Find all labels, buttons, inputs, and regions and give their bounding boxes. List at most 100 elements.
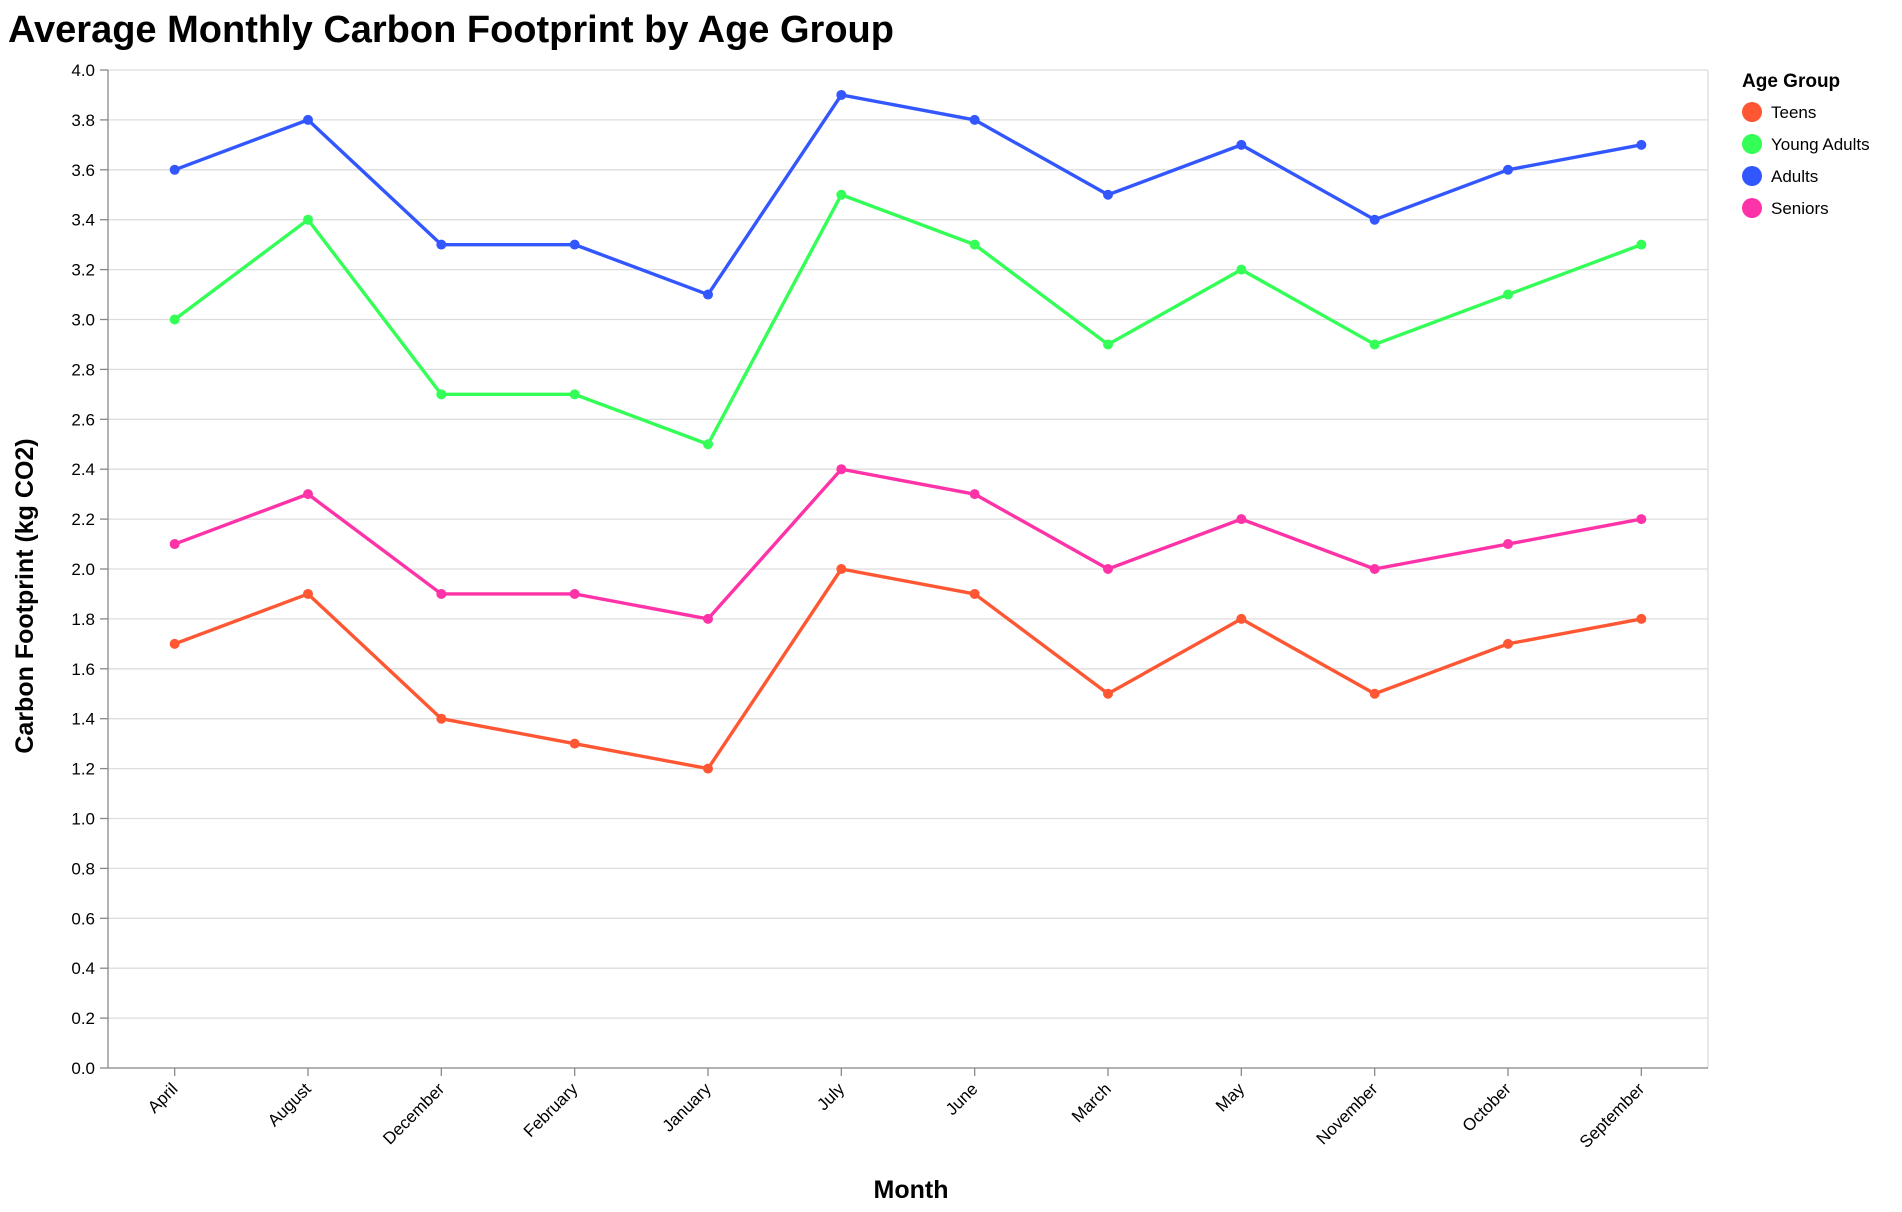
data-point bbox=[1369, 564, 1380, 574]
y-tick-label: 1.2 bbox=[71, 760, 95, 779]
data-point bbox=[569, 239, 580, 250]
data-point bbox=[1503, 289, 1513, 300]
data-point bbox=[1103, 688, 1113, 699]
data-point bbox=[569, 389, 580, 400]
data-point bbox=[1103, 564, 1113, 574]
data-point bbox=[303, 214, 313, 225]
data-point bbox=[1636, 613, 1647, 624]
data-point bbox=[1503, 539, 1513, 550]
x-tick-label: November bbox=[1313, 1079, 1382, 1148]
y-tick-label: 1.8 bbox=[71, 610, 95, 629]
data-point bbox=[569, 588, 580, 599]
data-point bbox=[969, 588, 980, 599]
data-point bbox=[1369, 339, 1380, 350]
x-tick-label: February bbox=[520, 1079, 582, 1141]
y-tick-label: 2.4 bbox=[71, 460, 95, 479]
y-tick-label: 2.0 bbox=[71, 560, 95, 579]
x-tick-label: October bbox=[1459, 1079, 1515, 1135]
data-point bbox=[703, 763, 713, 774]
y-tick-label: 1.0 bbox=[71, 810, 95, 829]
data-point bbox=[1103, 339, 1113, 350]
legend-label: Teens bbox=[1771, 103, 1816, 122]
x-tick-label: July bbox=[813, 1079, 848, 1114]
series-line-seniors bbox=[172, 467, 1644, 621]
data-point bbox=[969, 239, 980, 250]
data-point bbox=[303, 489, 313, 500]
x-tick-label: September bbox=[1576, 1079, 1648, 1151]
data-point bbox=[1369, 688, 1380, 699]
y-tick-label: 1.4 bbox=[71, 710, 95, 729]
chart-title: Average Monthly Carbon Footprint by Age … bbox=[8, 9, 894, 51]
data-point bbox=[969, 114, 980, 125]
data-point bbox=[436, 389, 447, 400]
x-tick-label: December bbox=[379, 1079, 448, 1148]
y-tick-label: 3.8 bbox=[71, 111, 95, 130]
y-tick-label: 3.2 bbox=[71, 261, 95, 280]
y-axis-title: Carbon Footprint (kg CO2) bbox=[11, 438, 39, 753]
data-point bbox=[969, 489, 980, 500]
data-point bbox=[1636, 239, 1647, 250]
x-tick-label: August bbox=[264, 1079, 315, 1130]
x-tick-label: January bbox=[659, 1079, 716, 1136]
data-point bbox=[1636, 514, 1647, 525]
x-axis-title: Month bbox=[874, 1176, 949, 1204]
y-tick-label: 0.6 bbox=[71, 909, 95, 928]
y-tick-label: 0.8 bbox=[71, 859, 95, 878]
series-line-teens bbox=[172, 567, 1644, 771]
data-point bbox=[836, 464, 847, 475]
series-lines bbox=[172, 93, 1644, 771]
data-point bbox=[1503, 164, 1513, 175]
data-point bbox=[1236, 613, 1247, 624]
y-tick-label: 1.6 bbox=[71, 660, 95, 679]
series-line-young-adults bbox=[172, 193, 1644, 446]
data-point bbox=[169, 314, 180, 325]
legend-swatch bbox=[1742, 198, 1762, 218]
data-point bbox=[1369, 214, 1380, 225]
y-tick-label: 0.2 bbox=[71, 1009, 95, 1028]
data-point bbox=[169, 164, 180, 175]
data-point bbox=[436, 239, 447, 250]
data-point bbox=[1636, 139, 1647, 150]
y-tick-label: 4.0 bbox=[71, 61, 95, 80]
data-point bbox=[169, 539, 180, 550]
data-point bbox=[303, 588, 313, 599]
data-point bbox=[303, 114, 313, 125]
legend-title: Age Group bbox=[1742, 71, 1840, 92]
data-point bbox=[436, 588, 447, 599]
data-point bbox=[569, 738, 580, 749]
data-point bbox=[436, 713, 447, 724]
y-tick-label: 2.6 bbox=[71, 410, 95, 429]
legend-label: Adults bbox=[1771, 167, 1818, 186]
data-point bbox=[1236, 514, 1247, 525]
data-point bbox=[703, 289, 713, 300]
data-point bbox=[1103, 189, 1113, 200]
data-point bbox=[1236, 139, 1247, 150]
x-tick-label: June bbox=[942, 1079, 982, 1119]
data-point bbox=[703, 613, 713, 624]
legend-swatch bbox=[1742, 134, 1762, 154]
legend: Age Group Teens Young Adults Adults Seniors bbox=[1742, 71, 1870, 218]
y-tick-label: 3.4 bbox=[71, 211, 95, 230]
x-tick-label: April bbox=[144, 1079, 181, 1116]
legend-label: Seniors bbox=[1771, 199, 1829, 218]
y-tick-label: 2.2 bbox=[71, 510, 95, 529]
y-tick-label: 3.6 bbox=[71, 161, 95, 180]
y-tick-label: 3.0 bbox=[71, 311, 95, 330]
series-line-adults bbox=[172, 93, 1644, 297]
data-point bbox=[169, 638, 180, 649]
data-point bbox=[1236, 264, 1247, 275]
data-point bbox=[1503, 638, 1513, 649]
y-tick-label: 0.4 bbox=[71, 959, 95, 978]
x-tick-label: May bbox=[1212, 1079, 1248, 1115]
data-point bbox=[836, 89, 847, 100]
legend-label: Young Adults bbox=[1771, 135, 1870, 154]
data-points bbox=[169, 89, 1647, 774]
axes: 0.0 0.2 0.4 0.6 0.8 1.0 1.2 1.4 1.6 1.8 2.0 2.2 2.4 2… bbox=[71, 61, 1708, 1152]
x-tick-label: March bbox=[1068, 1079, 1115, 1126]
data-point bbox=[703, 439, 713, 450]
y-tick-label: 2.8 bbox=[71, 360, 95, 379]
legend-swatch bbox=[1742, 102, 1762, 122]
y-tick-label: 0.0 bbox=[71, 1059, 95, 1078]
legend-swatch bbox=[1742, 166, 1762, 186]
